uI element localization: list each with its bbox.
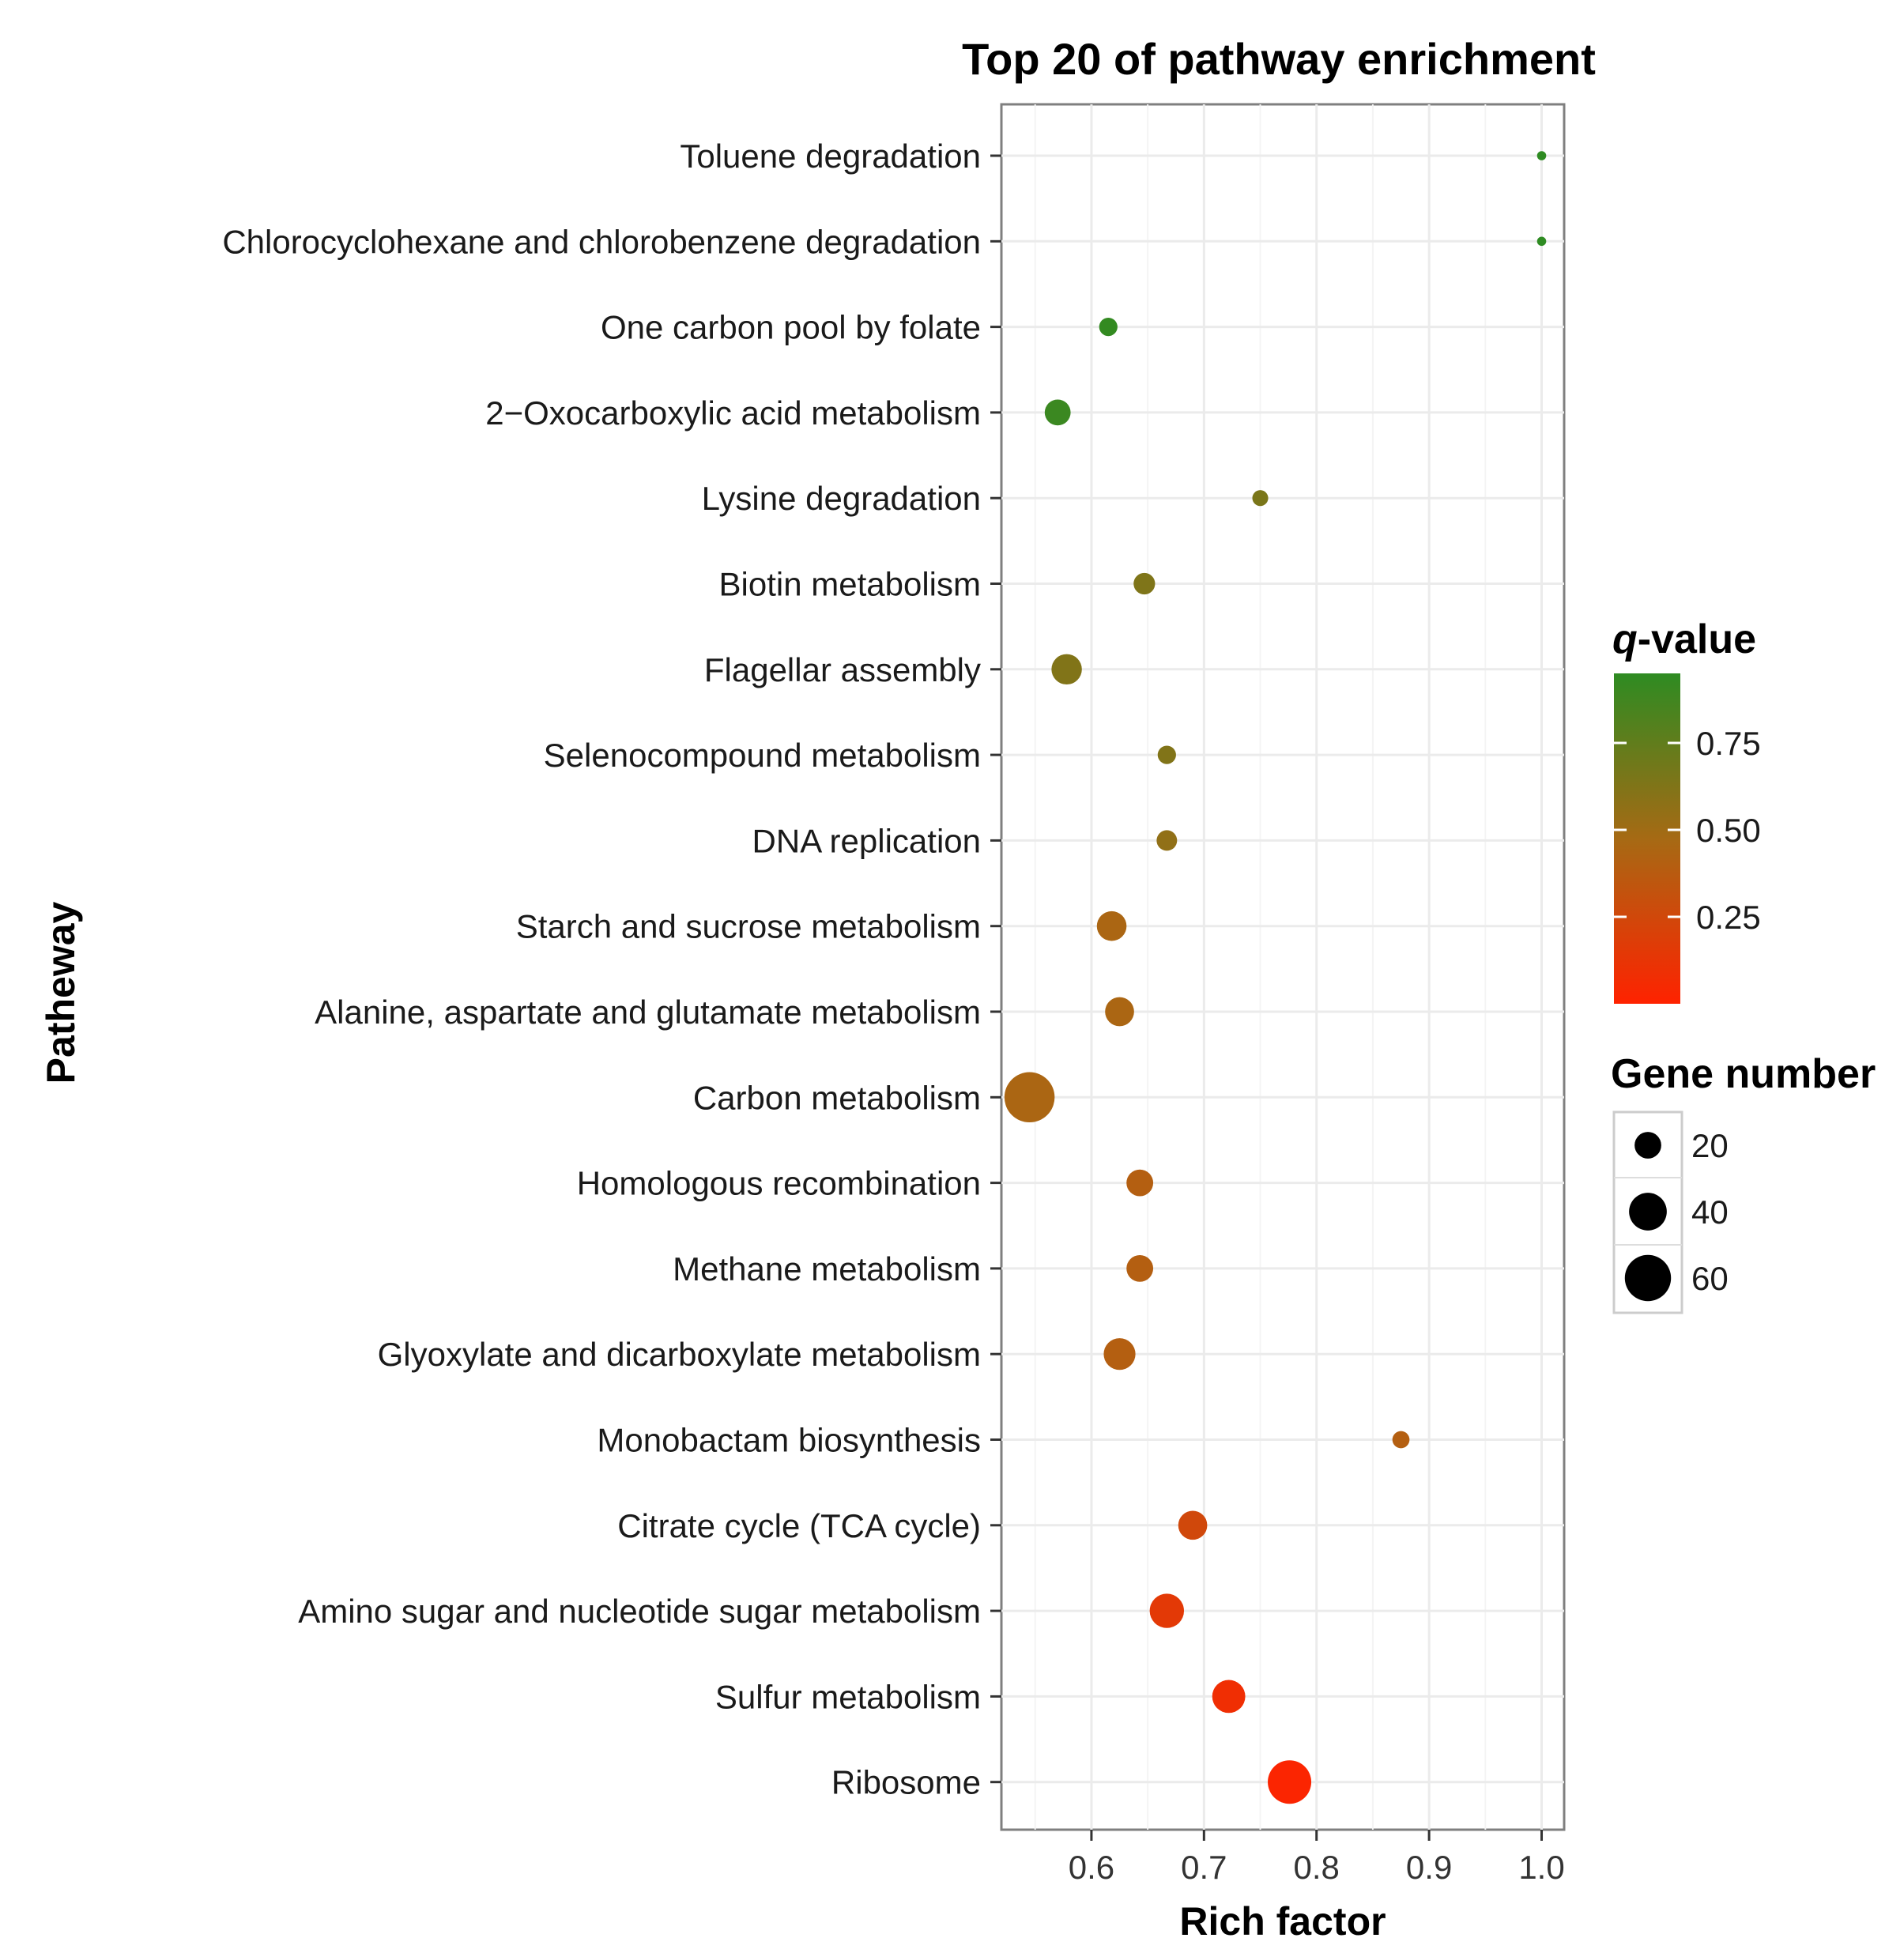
data-point <box>1099 318 1118 337</box>
data-point <box>1212 1680 1246 1714</box>
x-tick-label: 0.7 <box>1181 1849 1227 1886</box>
plot-area: Toluene degradation Chlorocyclohexane and… <box>222 103 1566 1886</box>
y-tick-label: 2−Oxocarboxylic acid metabolism <box>485 394 981 432</box>
x-tick-label: 0.9 <box>1406 1849 1452 1886</box>
data-point <box>1149 1593 1185 1628</box>
size-legend-dot <box>1629 1193 1667 1231</box>
size-legend-dot <box>1624 1254 1672 1302</box>
gene-number-legend: Gene number 20 40 60 <box>1611 1051 1876 1314</box>
y-tick-label: Chlorocyclohexane and chlorobenzene degr… <box>222 223 981 260</box>
x-axis: 0.6 0.7 0.8 0.9 1.0 <box>1069 1830 1565 1886</box>
data-point <box>1156 830 1178 851</box>
data-point <box>1392 1431 1410 1449</box>
q-value-legend-title-rest: -value <box>1638 616 1756 662</box>
y-tick-label: Homologous recombination <box>577 1165 981 1202</box>
data-point <box>1133 572 1156 595</box>
data-point <box>1051 654 1082 685</box>
data-point <box>1096 911 1127 941</box>
size-legend-dot <box>1634 1132 1661 1159</box>
x-tick-label: 1.0 <box>1518 1849 1564 1886</box>
q-value-colorbar <box>1614 673 1680 1004</box>
x-tick-label: 0.8 <box>1294 1849 1340 1886</box>
y-tick-label: Ribosome <box>831 1764 981 1801</box>
y-tick-label: Biotin metabolism <box>719 566 981 603</box>
y-tick-label: Lysine degradation <box>702 480 981 517</box>
data-point <box>1157 745 1176 764</box>
data-point <box>1103 1338 1136 1370</box>
y-tick-label: Monobactam biosynthesis <box>597 1422 981 1459</box>
size-legend-label: 20 <box>1691 1127 1729 1164</box>
gene-number-legend-title: Gene number <box>1611 1051 1876 1097</box>
colorbar-tick-label: 0.25 <box>1696 899 1761 936</box>
y-tick-label: DNA replication <box>752 822 981 859</box>
colorbar-tick-label: 0.75 <box>1696 725 1761 762</box>
data-point <box>1252 490 1269 507</box>
y-tick-label: Glyoxylate and dicarboxylate metabolism <box>378 1336 981 1373</box>
data-point <box>1105 997 1134 1027</box>
data-point <box>1536 236 1547 247</box>
y-axis: Toluene degradation Chlorocyclohexane and… <box>222 138 1001 1801</box>
y-tick-label: Amino sugar and nucleotide sugar metabol… <box>298 1593 981 1630</box>
y-tick-label: Toluene degradation <box>680 138 981 175</box>
chart-title: Top 20 of pathway enrichment <box>962 34 1596 84</box>
data-point <box>1044 399 1071 426</box>
data-point <box>1178 1510 1208 1540</box>
y-tick-label: Alanine, aspartate and glutamate metabol… <box>315 993 981 1031</box>
y-tick-label: Methane metabolism <box>673 1250 981 1288</box>
colorbar-tick-label: 0.50 <box>1696 812 1761 849</box>
q-value-legend-title-italic: q <box>1612 616 1638 662</box>
x-tick-label: 0.6 <box>1069 1849 1114 1886</box>
y-tick-label: Starch and sucrose metabolism <box>516 908 981 945</box>
q-value-legend-title: q-value <box>1612 616 1756 662</box>
data-point <box>1004 1072 1055 1123</box>
plot-panel-border <box>1000 103 1566 1831</box>
y-axis-title: Patheway <box>39 901 83 1084</box>
y-tick-label: Flagellar assembly <box>704 651 981 688</box>
y-tick-label: One carbon pool by folate <box>601 309 981 346</box>
data-point <box>1268 1760 1312 1804</box>
q-value-legend: q-value 0.25 0.50 0.75 <box>1612 616 1761 1004</box>
q-value-colorbar-ticks: 0.25 0.50 0.75 <box>1614 725 1761 936</box>
x-axis-title: Rich factor <box>1179 1899 1386 1944</box>
y-tick-label: Citrate cycle (TCA cycle) <box>617 1507 981 1544</box>
y-tick-label: Selenocompound metabolism <box>544 737 981 774</box>
data-point <box>1126 1169 1154 1197</box>
data-point <box>1536 151 1547 160</box>
grid <box>1001 104 1564 1830</box>
gene-number-legend-items: 20 40 60 <box>1624 1127 1729 1302</box>
y-tick-label: Sulfur metabolism <box>715 1678 981 1715</box>
y-tick-label: Carbon metabolism <box>693 1079 981 1116</box>
data-point <box>1126 1254 1154 1282</box>
size-legend-label: 40 <box>1691 1193 1729 1231</box>
data-points <box>1004 151 1547 1804</box>
size-legend-label: 60 <box>1691 1260 1729 1297</box>
